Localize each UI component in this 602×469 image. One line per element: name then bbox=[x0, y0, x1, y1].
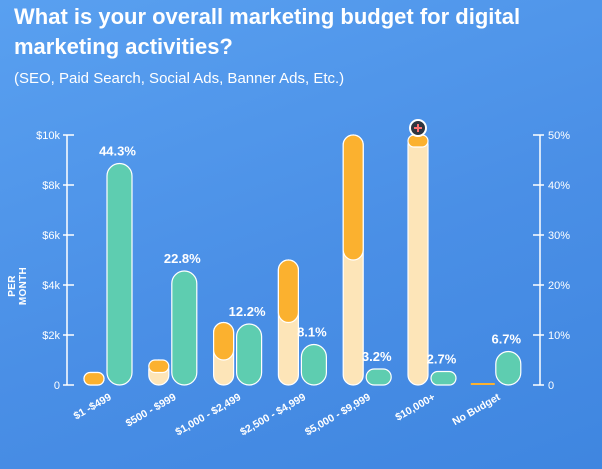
left-tick-label: $4k bbox=[42, 280, 60, 292]
percent-label: 44.3% bbox=[99, 144, 136, 159]
right-tick-label: 20% bbox=[548, 280, 570, 292]
percent-label: 22.8% bbox=[164, 251, 201, 266]
percent-bar bbox=[171, 270, 198, 386]
percent-bar bbox=[495, 350, 522, 386]
percent-bar bbox=[365, 368, 392, 386]
budget-bar-range bbox=[277, 259, 299, 324]
left-tick-label: $10k bbox=[36, 130, 60, 142]
percent-bar bbox=[236, 323, 263, 386]
percent-bar bbox=[106, 162, 133, 386]
budget-bar-base bbox=[407, 134, 429, 386]
left-tick-label: 0 bbox=[54, 380, 60, 392]
left-tick-label: $8k bbox=[42, 180, 60, 192]
percent-label: 3.2% bbox=[362, 349, 392, 364]
percent-label: 6.7% bbox=[491, 332, 521, 347]
category-label: $1,000 - $2,499 bbox=[173, 391, 243, 438]
left-tick-label: $2k bbox=[42, 330, 60, 342]
category-label: No Budget bbox=[450, 391, 502, 428]
percent-label: 8.1% bbox=[297, 325, 327, 340]
percent-label: 2.7% bbox=[427, 352, 457, 367]
right-tick-label: 40% bbox=[548, 180, 570, 192]
category-label: $5,000 - $9,999 bbox=[303, 391, 373, 438]
category-label: $2,500 - $4,999 bbox=[238, 391, 308, 438]
percent-label: 12.2% bbox=[229, 304, 266, 319]
right-tick-label: 30% bbox=[548, 230, 570, 242]
chart-title: What is your overall marketing budget fo… bbox=[14, 4, 521, 59]
right-tick-label: 0 bbox=[548, 380, 554, 392]
budget-bar-range bbox=[83, 371, 105, 386]
left-tick-label: $6k bbox=[42, 230, 60, 242]
category-label: $10,000+ bbox=[393, 391, 437, 423]
budget-bar-range bbox=[148, 359, 170, 374]
budget-bar-range bbox=[342, 134, 364, 261]
chart-subtitle: (SEO, Paid Search, Social Ads, Banner Ad… bbox=[14, 70, 345, 87]
percent-bar bbox=[300, 343, 327, 386]
right-tick-label: 50% bbox=[548, 130, 570, 142]
budget-bar-range bbox=[213, 321, 235, 361]
category-label: $1 -$499 bbox=[72, 391, 114, 422]
percent-bar bbox=[430, 370, 457, 386]
right-tick-label: 10% bbox=[548, 330, 570, 342]
category-label: $500 - $999 bbox=[124, 391, 179, 429]
